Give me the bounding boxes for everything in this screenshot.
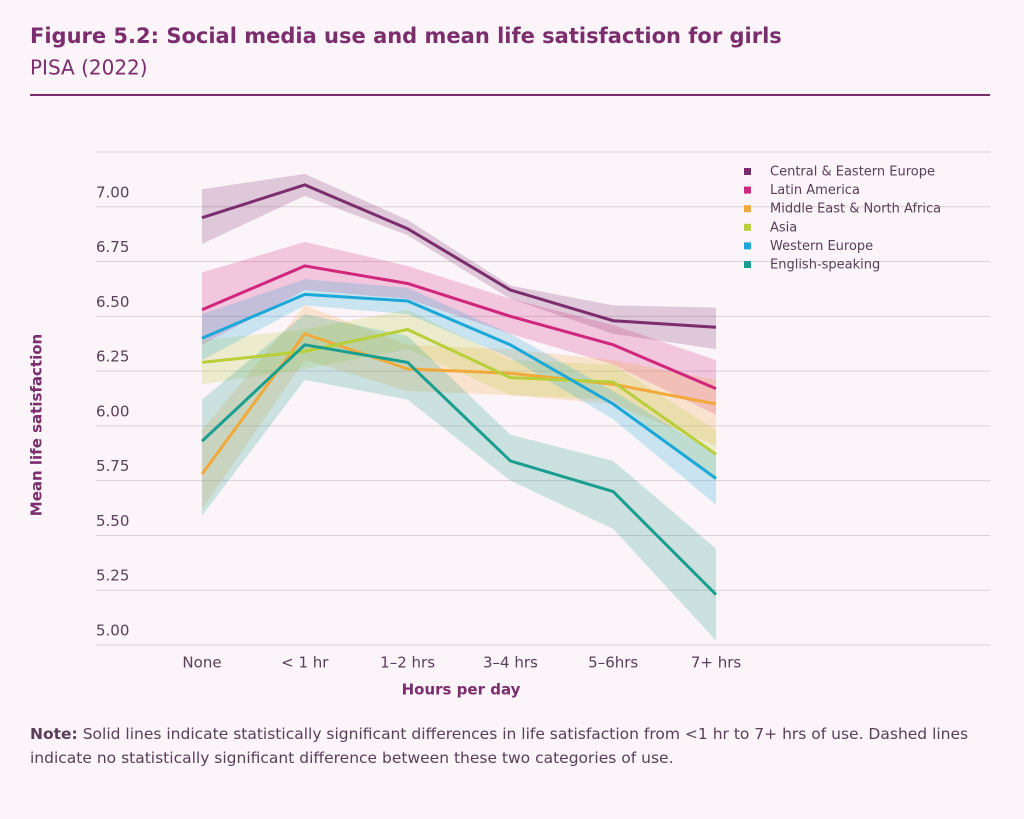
legend-swatch	[744, 205, 751, 213]
x-tick-label: 7+ hrs	[691, 654, 742, 672]
y-tick-label: 5.75	[96, 457, 129, 475]
note: Note: Solid lines indicate statistically…	[30, 722, 990, 770]
chart-subtitle: PISA (2022)	[30, 56, 148, 80]
legend-label: Western Europe	[770, 239, 873, 254]
y-tick-label: 6.50	[96, 293, 129, 311]
legend-label: Central & Eastern Europe	[770, 165, 935, 180]
series-line	[201, 292, 717, 480]
y-tick-label: 6.00	[96, 402, 129, 420]
confidence-band	[202, 173, 716, 350]
series-line	[201, 264, 717, 391]
y-tick-label: 5.25	[96, 567, 129, 585]
chart-title: Figure 5.2: Social media use and mean li…	[30, 24, 782, 48]
confidence-band	[202, 241, 716, 415]
legend-swatch	[744, 223, 751, 231]
note-label: Note:	[30, 725, 78, 743]
series-line	[200, 343, 718, 596]
legend-swatch	[744, 242, 751, 250]
confidence-band	[202, 309, 716, 481]
confidence-band	[202, 314, 716, 641]
note-text: Solid lines indicate statistically signi…	[30, 725, 969, 767]
x-tick-label: 3–4 hrs	[483, 654, 538, 672]
x-tick-label: < 1 hr	[281, 654, 329, 672]
series-line	[201, 327, 717, 456]
x-tick-label: 5–6hrs	[588, 654, 638, 672]
y-tick-label: 6.75	[96, 238, 129, 256]
y-tick-label: 5.50	[96, 512, 129, 530]
confidence-band	[202, 305, 716, 510]
legend-label: Latin America	[770, 183, 860, 198]
x-tick-label: None	[182, 654, 221, 672]
y-tick-label: 6.25	[96, 348, 129, 366]
legend-label: English-speaking	[770, 258, 880, 273]
series-line	[201, 183, 717, 329]
legend-label: Middle East & North Africa	[770, 202, 941, 217]
series-line	[200, 332, 717, 475]
x-tick-label: 1–2 hrs	[380, 654, 435, 672]
x-axis-label: Hours per day	[402, 681, 521, 699]
y-axis-label: Mean life satisfaction	[28, 334, 46, 516]
legend-swatch	[744, 186, 751, 194]
legend-swatch	[744, 261, 751, 268]
legend-swatch	[744, 168, 751, 175]
y-tick-label: 5.00	[96, 622, 129, 640]
legend-label: Asia	[770, 220, 797, 235]
y-tick-label: 7.00	[96, 183, 129, 201]
